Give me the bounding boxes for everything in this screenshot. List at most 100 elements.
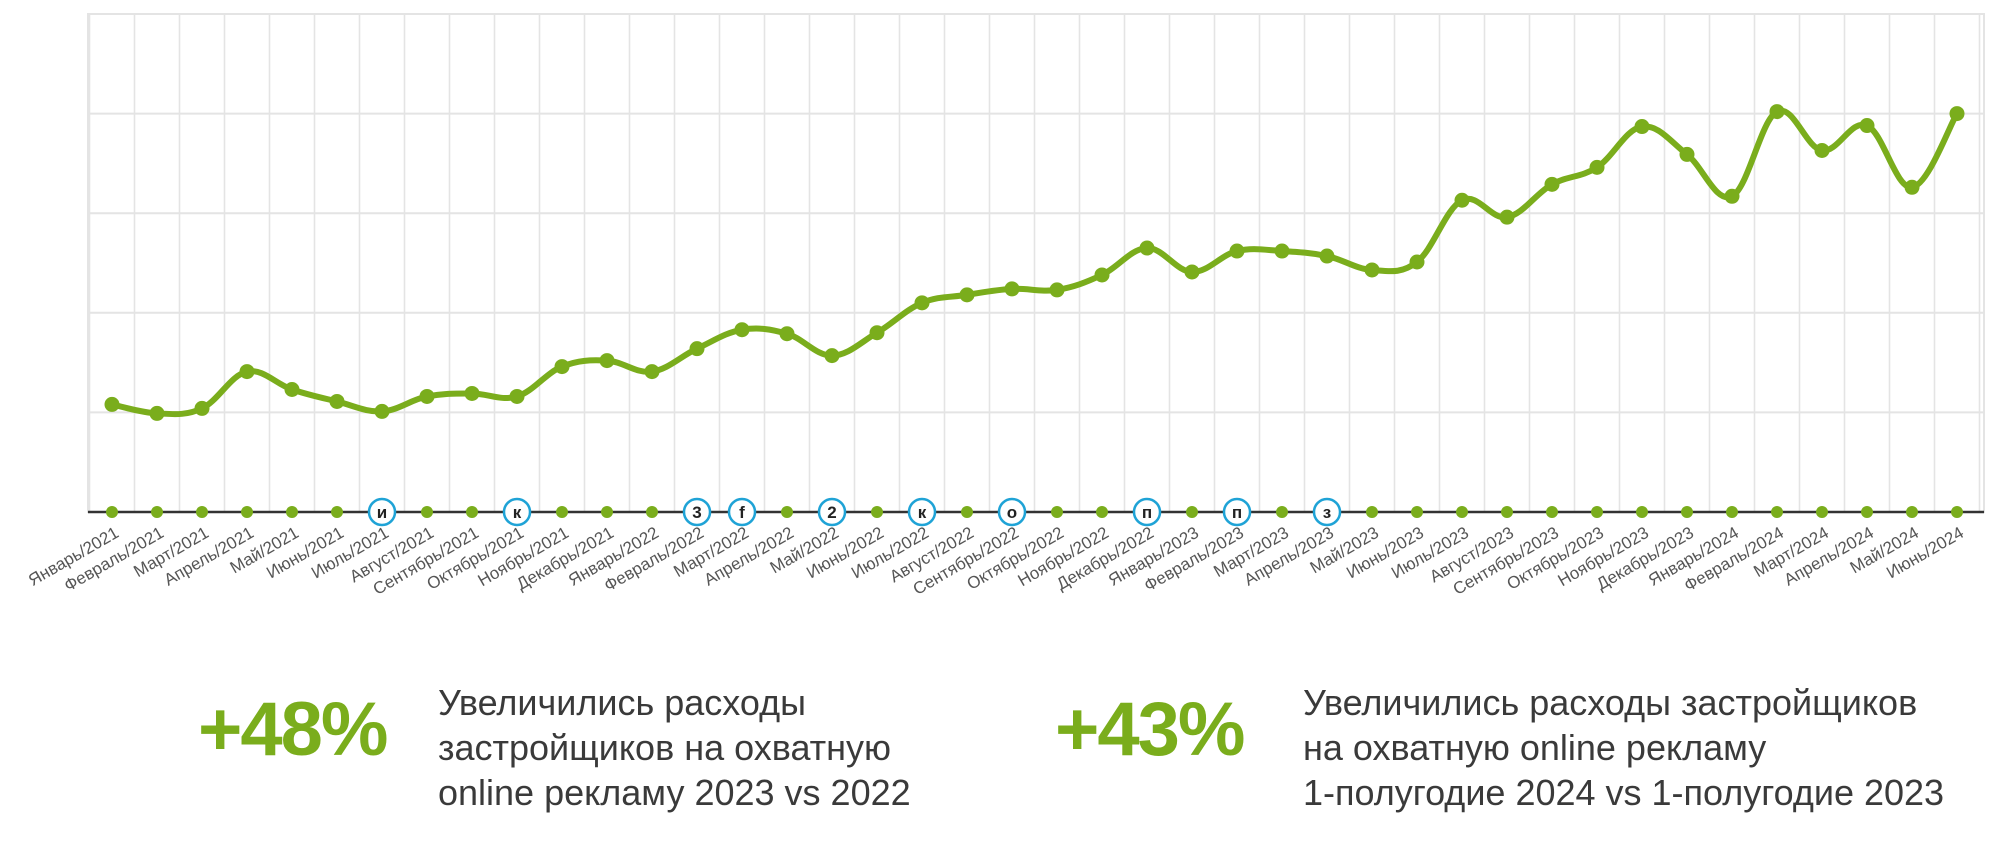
baseline-point: [1816, 506, 1828, 518]
data-point: [374, 403, 390, 419]
baseline-point: [871, 506, 883, 518]
stat-description-line: online рекламу 2023 vs 2022: [438, 772, 911, 813]
baseline-point: [466, 506, 478, 518]
data-point: [1454, 192, 1470, 208]
baseline-point: [286, 506, 298, 518]
event-marker-row: и к 3 f 2 к о п п з: [88, 497, 1984, 527]
baseline-point: [556, 506, 568, 518]
data-point: [464, 385, 480, 401]
data-point: [1499, 209, 1515, 225]
data-point: [194, 400, 210, 416]
baseline-point: [1366, 506, 1378, 518]
event-marker: [997, 497, 1027, 527]
series-line-group: [104, 104, 1965, 421]
data-point: [689, 341, 705, 357]
plot-frame: [87, 13, 1985, 513]
event-marker-label: 3: [692, 503, 701, 522]
event-marker: [1132, 497, 1162, 527]
data-point: [1724, 188, 1740, 204]
data-point: [1634, 119, 1650, 135]
event-marker-label: и: [377, 503, 387, 522]
data-point: [1184, 264, 1200, 280]
event-marker: [1312, 497, 1342, 527]
baseline-point: [1411, 506, 1423, 518]
stat-description-line: Увеличились расходы застройщиков: [1303, 682, 1918, 723]
data-point: [914, 295, 930, 311]
x-axis-tick-labels: Январь/2021Февраль/2021Март/2021Апрель/2…: [25, 523, 1967, 599]
data-point: [104, 396, 120, 412]
baseline-point: [421, 506, 433, 518]
stat-block-right: +43% Увеличились расходы застройщиков на…: [1055, 680, 1944, 815]
baseline-point: [1186, 506, 1198, 518]
data-point: [419, 388, 435, 404]
event-marker-label: о: [1007, 503, 1017, 522]
event-marker: [727, 497, 757, 527]
data-point: [1004, 281, 1020, 297]
baseline-point: [1771, 506, 1783, 518]
data-point: [734, 322, 750, 338]
baseline-point: [1726, 506, 1738, 518]
baseline-point: [646, 506, 658, 518]
baseline-point: [1546, 506, 1558, 518]
baseline-point: [196, 506, 208, 518]
data-point: [1274, 243, 1290, 259]
stat-value-left: +48%: [198, 687, 389, 772]
baseline-point: [331, 506, 343, 518]
event-marker-label: к: [513, 503, 522, 522]
baseline-point: [1456, 506, 1468, 518]
baseline-point: [151, 506, 163, 518]
line-chart: и к 3 f 2 к о п п з Январь/2021Февраль/2021Март/2…: [25, 13, 1985, 599]
data-point: [599, 353, 615, 369]
data-point: [1139, 240, 1155, 256]
baseline-point: [1636, 506, 1648, 518]
data-point: [1769, 104, 1785, 120]
data-point: [1949, 106, 1965, 122]
data-point: [1904, 179, 1920, 195]
stat-description-left: Увеличились расходы застройщиков на охва…: [438, 680, 911, 815]
baseline-point: [961, 506, 973, 518]
data-point: [1229, 243, 1245, 259]
data-point: [1814, 142, 1830, 158]
stat-value-right: +43%: [1055, 687, 1246, 772]
data-point: [869, 325, 885, 341]
data-point: [329, 393, 345, 409]
baseline-point: [781, 506, 793, 518]
event-marker-label: к: [918, 503, 927, 522]
baseline-point: [1861, 506, 1873, 518]
data-point: [554, 359, 570, 375]
data-point: [1544, 176, 1560, 192]
event-marker-label: f: [739, 503, 745, 522]
baseline-point: [1501, 506, 1513, 518]
stat-description-line: застройщиков на охватную: [438, 727, 892, 768]
event-marker: [682, 497, 712, 527]
data-point: [1859, 118, 1875, 134]
data-point: [239, 364, 255, 380]
stat-description-line: на охватную online рекламу: [1303, 727, 1767, 768]
data-point: [1589, 159, 1605, 175]
baseline-point: [1906, 506, 1918, 518]
baseline-point: [106, 506, 118, 518]
baseline-point: [1681, 506, 1693, 518]
baseline-point: [601, 506, 613, 518]
data-point: [1049, 282, 1065, 298]
stat-description-line: Увеличились расходы: [438, 682, 806, 723]
chart-grid: [87, 13, 1985, 513]
baseline-point: [1096, 506, 1108, 518]
data-point: [1094, 267, 1110, 283]
event-marker: [907, 497, 937, 527]
event-marker-label: п: [1142, 503, 1152, 522]
baseline-point: [1951, 506, 1963, 518]
event-marker: [502, 497, 532, 527]
event-marker-label: з: [1323, 503, 1331, 522]
data-point: [824, 348, 840, 364]
data-point: [149, 405, 165, 421]
data-point: [1679, 146, 1695, 162]
event-marker: [367, 497, 397, 527]
stat-description-right: Увеличились расходы застройщиков на охва…: [1303, 680, 1944, 815]
event-marker: [1222, 497, 1252, 527]
data-point: [509, 388, 525, 404]
data-point: [644, 364, 660, 380]
event-marker-label: 2: [827, 503, 836, 522]
data-point: [1409, 254, 1425, 270]
stat-block-left: +48% Увеличились расходы застройщиков на…: [198, 680, 911, 815]
